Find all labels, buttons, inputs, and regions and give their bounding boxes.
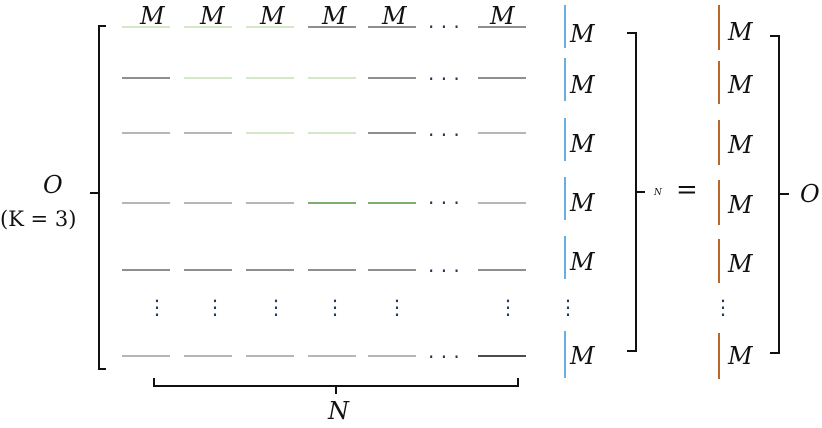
segment-grid bbox=[122, 26, 526, 357]
right-o-label: O bbox=[800, 180, 820, 208]
bottom-n-label: N bbox=[327, 397, 350, 423]
blue-m-row-3: M bbox=[569, 130, 596, 158]
left-bracket bbox=[98, 25, 106, 370]
middle-bracket bbox=[627, 32, 637, 352]
blue-m-row-4: M bbox=[569, 189, 596, 217]
row-4-ellipsis: · · · bbox=[428, 191, 460, 215]
top-label-col-last: M bbox=[489, 2, 516, 30]
bottom-bracket bbox=[153, 378, 519, 387]
orange-m-row-1: M bbox=[727, 18, 754, 46]
vertical-ellipses: ⋮ ⋮ ⋮ ⋮ ⋮ ⋮ ⋮ ⋮ bbox=[147, 295, 733, 319]
blue-m-row-last: M bbox=[569, 342, 596, 370]
row-2-ellipsis: · · · bbox=[428, 67, 460, 91]
blue-m-row-2: M bbox=[569, 71, 596, 99]
orange-m-row-2: M bbox=[727, 71, 754, 99]
orange-m-column: M M M M M M bbox=[718, 5, 754, 379]
top-label-col-3: M bbox=[259, 2, 286, 30]
top-label-col-4: M bbox=[321, 2, 348, 30]
top-label-col-2: M bbox=[199, 2, 226, 30]
vdots-col-3: ⋮ bbox=[266, 295, 286, 319]
vdots-blue-column: ⋮ bbox=[558, 295, 578, 319]
blue-m-row-1: M bbox=[569, 20, 596, 48]
vdots-orange-column: ⋮ bbox=[713, 295, 733, 319]
vdots-col-4: ⋮ bbox=[325, 295, 345, 319]
orange-m-row-4: M bbox=[727, 191, 754, 219]
orange-m-row-5: M bbox=[727, 250, 754, 278]
vdots-col-1: ⋮ bbox=[147, 295, 167, 319]
row-last-ellipsis: · · · bbox=[428, 345, 460, 369]
k-label: (K = 3) bbox=[0, 207, 76, 231]
blue-m-column: M M M M M M bbox=[564, 5, 596, 378]
equals-sign: = bbox=[676, 175, 698, 205]
top-column-labels: M M M M M M bbox=[139, 2, 516, 30]
orange-m-row-3: M bbox=[727, 131, 754, 159]
row-5-ellipsis: · · · bbox=[428, 259, 460, 283]
row-1-ellipsis: · · · bbox=[428, 15, 460, 39]
top-label-col-5: M bbox=[381, 2, 408, 30]
orange-m-row-last: M bbox=[727, 342, 754, 370]
vdots-col-last: ⋮ bbox=[498, 295, 518, 319]
subscript-n-label: N bbox=[653, 188, 663, 198]
top-label-col-1: M bbox=[139, 2, 166, 30]
left-o-label: O bbox=[43, 171, 63, 199]
blue-m-row-5: M bbox=[569, 248, 596, 276]
right-bracket bbox=[770, 35, 780, 354]
vdots-col-2: ⋮ bbox=[205, 295, 225, 319]
vdots-col-5: ⋮ bbox=[387, 295, 407, 319]
row-3-ellipsis: · · · bbox=[428, 123, 460, 147]
row-ellipses: · · · · · · · · · · · · · · · · · · bbox=[428, 15, 460, 369]
